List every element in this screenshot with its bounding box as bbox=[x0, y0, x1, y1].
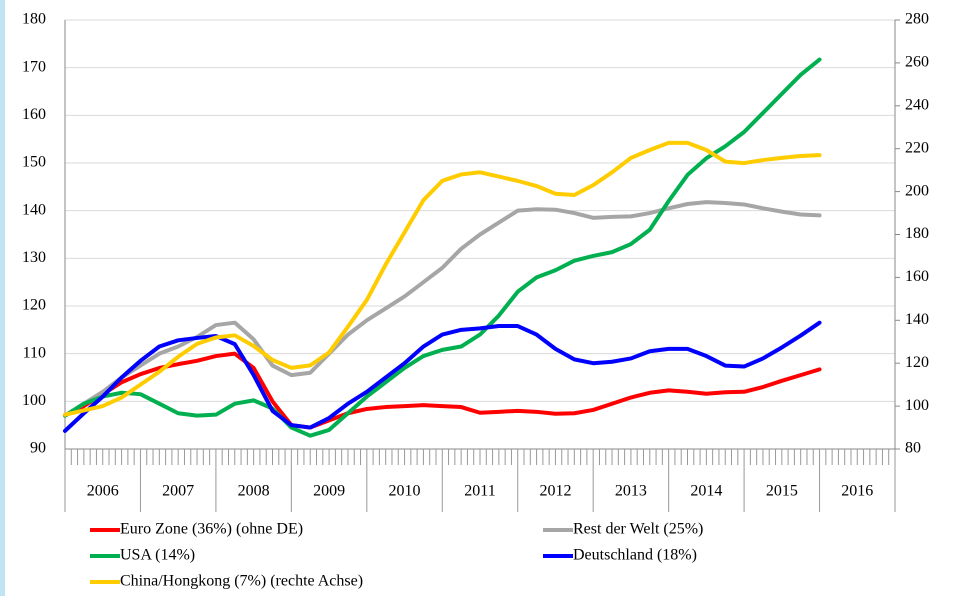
legend-label: Euro Zone (36%) (ohne DE) bbox=[120, 521, 303, 538]
y2-tick-label: 240 bbox=[905, 96, 929, 113]
y2-tick-label: 220 bbox=[905, 139, 929, 156]
y2-tick-label: 260 bbox=[905, 54, 929, 71]
y2-tick-label: 180 bbox=[905, 225, 929, 242]
x-tick-label: 2007 bbox=[162, 483, 194, 500]
series-line bbox=[63, 57, 822, 438]
page-edge bbox=[0, 0, 5, 596]
y-tick-label: 90 bbox=[30, 440, 46, 457]
x-tick-label: 2010 bbox=[389, 483, 421, 500]
x-tick-label: 2006 bbox=[87, 483, 119, 500]
y2-tick-label: 160 bbox=[905, 268, 929, 285]
series-line bbox=[63, 200, 822, 418]
x-tick-label: 2016 bbox=[841, 483, 873, 500]
x-tick-label: 2015 bbox=[766, 483, 798, 500]
y-tick-label: 130 bbox=[22, 249, 46, 266]
y-tick-label: 100 bbox=[22, 392, 46, 409]
x-tick-label: 2011 bbox=[464, 483, 495, 500]
y-tick-label: 180 bbox=[22, 11, 46, 28]
legend-label: Deutschland (18%) bbox=[573, 547, 697, 564]
y2-tick-label: 100 bbox=[905, 397, 929, 414]
y-tick-label: 120 bbox=[22, 297, 46, 314]
y-tick-label: 110 bbox=[23, 344, 46, 361]
series-line bbox=[63, 351, 822, 430]
y-tick-label: 140 bbox=[22, 201, 46, 218]
series-line bbox=[63, 140, 822, 417]
x-tick-label: 2009 bbox=[313, 483, 345, 500]
legend-label: Rest der Welt (25%) bbox=[573, 521, 703, 538]
y2-tick-label: 280 bbox=[905, 11, 929, 28]
y-tick-label: 160 bbox=[22, 106, 46, 123]
y2-tick-label: 140 bbox=[905, 311, 929, 328]
y2-tick-label: 120 bbox=[905, 354, 929, 371]
x-tick-label: 2012 bbox=[539, 483, 571, 500]
x-tick-label: 2008 bbox=[238, 483, 270, 500]
x-tick-label: 2013 bbox=[615, 483, 647, 500]
y-tick-label: 150 bbox=[22, 154, 46, 171]
y-tick-label: 170 bbox=[22, 58, 46, 75]
y2-tick-label: 200 bbox=[905, 182, 929, 199]
y2-tick-label: 80 bbox=[905, 440, 921, 457]
series-line bbox=[63, 320, 822, 433]
legend-label: China/Hongkong (7%) (rechte Achse) bbox=[120, 573, 363, 590]
legend-label: USA (14%) bbox=[120, 547, 195, 564]
x-tick-label: 2014 bbox=[690, 483, 722, 500]
